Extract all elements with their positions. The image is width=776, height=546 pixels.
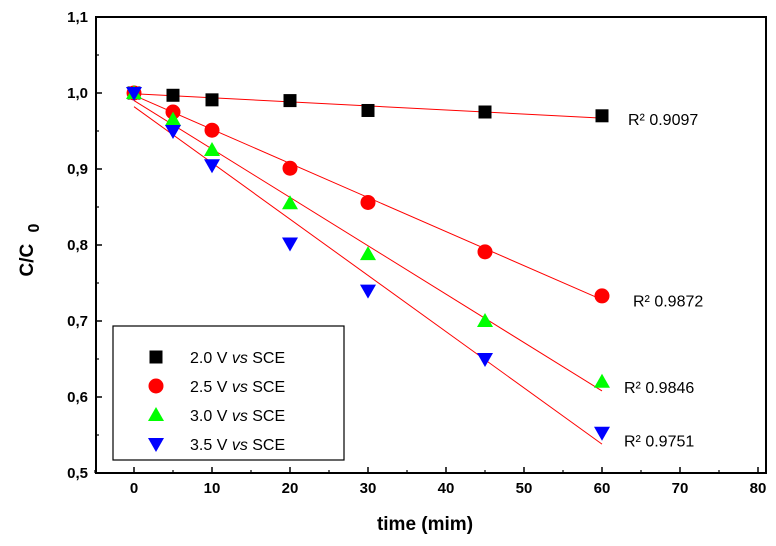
x-tick-label: 10 <box>204 480 221 497</box>
y-tick-label: 0,6 <box>67 389 88 406</box>
data-point-series-2 <box>477 244 493 260</box>
r2-label-series-1: R² 0.9097 <box>628 112 698 129</box>
legend-box <box>112 325 345 461</box>
r2-labels: R² 0.9097 R² 0.9872 R² 0.9846 R² 0.9751 <box>624 112 703 450</box>
x-tick-label: 70 <box>672 480 689 497</box>
data-point-series-2 <box>282 160 298 176</box>
data-point-series-3 <box>477 313 493 327</box>
x-tick-label: 30 <box>360 480 377 497</box>
x-axis-title: time (mim) <box>377 514 473 535</box>
data-point-series-1 <box>595 109 609 123</box>
data-point-series-1 <box>166 88 180 102</box>
y-axis-title-main: C/C <box>17 243 38 276</box>
data-point-series-4 <box>126 87 142 101</box>
legend-marker-series-3 <box>148 407 164 421</box>
y-tick-label: 1,1 <box>67 9 88 26</box>
legend-marker-series-2 <box>148 378 164 394</box>
data-markers <box>126 85 610 441</box>
data-point-series-2 <box>204 122 220 138</box>
legend-label-series-2: 2.5 V vs SCE <box>190 379 285 396</box>
y-tick-label: 0,5 <box>67 465 88 482</box>
data-point-series-3 <box>165 111 181 126</box>
r2-label-series-3: R² 0.9846 <box>624 380 694 397</box>
data-point-series-4 <box>477 353 493 367</box>
data-point-series-1 <box>478 105 492 119</box>
y-tick-label: 0,9 <box>67 161 88 178</box>
data-point-series-4 <box>282 237 298 252</box>
data-point-series-2 <box>594 288 610 304</box>
x-tick-label: 0 <box>130 480 138 497</box>
x-tick-label: 50 <box>516 480 533 497</box>
data-point-series-3 <box>204 142 220 156</box>
y-tick-label: 1,0 <box>67 85 88 102</box>
data-point-series-4 <box>360 284 376 299</box>
y-tick-label: 0,7 <box>67 313 88 330</box>
legend-label-series-1: 2.0 V vs SCE <box>190 350 285 367</box>
data-point-series-1 <box>205 93 219 107</box>
x-tick-label: 60 <box>594 480 611 497</box>
y-axis-title-subscript: 0 <box>26 223 43 232</box>
x-tick-label: 80 <box>750 480 767 497</box>
data-point-series-4 <box>594 426 610 441</box>
y-axis-title: C/C 0 <box>17 223 43 276</box>
data-point-series-4 <box>165 125 181 139</box>
x-tick-label: 40 <box>438 480 455 497</box>
data-point-series-2 <box>360 194 376 210</box>
data-point-series-4 <box>204 159 220 174</box>
data-point-series-1 <box>361 103 375 117</box>
data-point-series-3 <box>282 195 298 210</box>
r2-label-series-2: R² 0.9872 <box>633 293 703 310</box>
axis-ticks: 0 10 20 30 40 50 60 70 80 0,5 0,6 0,7 0,8 0,9 1,0 1,1 <box>67 9 766 497</box>
data-point-series-3 <box>360 246 376 261</box>
plot-frame <box>95 16 767 474</box>
legend: 2.0 V vs SCE 2.5 V vs SCE 3.0 V vs SCE 3.5 … <box>112 325 345 461</box>
data-point-series-3 <box>594 373 610 388</box>
legend-marker-series-1 <box>149 350 163 364</box>
legend-marker-series-4 <box>148 438 164 452</box>
legend-label-series-4: 3.5 V vs SCE <box>190 437 285 454</box>
x-tick-label: 20 <box>282 480 299 497</box>
legend-label-series-3: 3.0 V vs SCE <box>190 408 285 425</box>
r2-label-series-4: R² 0.9751 <box>624 433 694 450</box>
y-tick-label: 0,8 <box>67 237 88 254</box>
data-point-series-1 <box>283 94 297 108</box>
